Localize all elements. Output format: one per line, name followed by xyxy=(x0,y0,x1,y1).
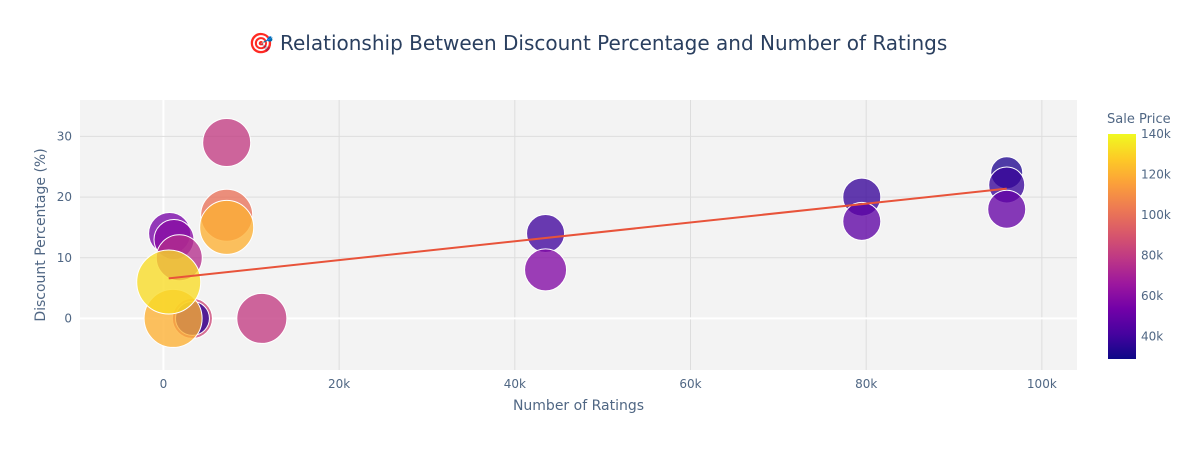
colorbar-tick-label: 120k xyxy=(1141,168,1171,182)
chart-title: 🎯 Relationship Between Discount Percenta… xyxy=(249,31,948,55)
colorbar-tick-label: 60k xyxy=(1141,289,1163,303)
data-point xyxy=(842,201,882,241)
data-point xyxy=(136,249,202,315)
colorbar xyxy=(1108,134,1136,359)
data-point xyxy=(236,292,288,344)
data-point xyxy=(526,213,566,253)
y-tick-label: 30 xyxy=(57,129,72,143)
y-tick-label: 0 xyxy=(64,311,72,325)
x-tick-label: 80k xyxy=(855,377,877,391)
trendline xyxy=(168,187,1007,280)
x-axis-title: Number of Ratings xyxy=(513,398,644,414)
data-point xyxy=(987,189,1027,229)
x-tick-label: 100k xyxy=(1027,377,1057,391)
colorbar-tick-label: 40k xyxy=(1141,330,1163,344)
data-point xyxy=(199,199,255,255)
colorbar-tick-label: 80k xyxy=(1141,249,1163,263)
x-tick-label: 0 xyxy=(160,377,168,391)
colorbar-title: Sale Price xyxy=(1107,112,1171,127)
x-tick-label: 60k xyxy=(679,377,701,391)
x-tick-label: 20k xyxy=(328,377,350,391)
y-axis-title: Discount Percentage (%) xyxy=(33,148,49,321)
colorbar-tick-label: 140k xyxy=(1141,127,1171,141)
data-point xyxy=(202,117,252,167)
points-layer xyxy=(136,117,1027,348)
x-tick-label: 40k xyxy=(504,377,526,391)
data-point xyxy=(524,248,568,292)
y-tick-label: 20 xyxy=(57,190,72,204)
y-tick-label: 10 xyxy=(57,251,72,265)
colorbar-tick-label: 100k xyxy=(1141,208,1171,222)
